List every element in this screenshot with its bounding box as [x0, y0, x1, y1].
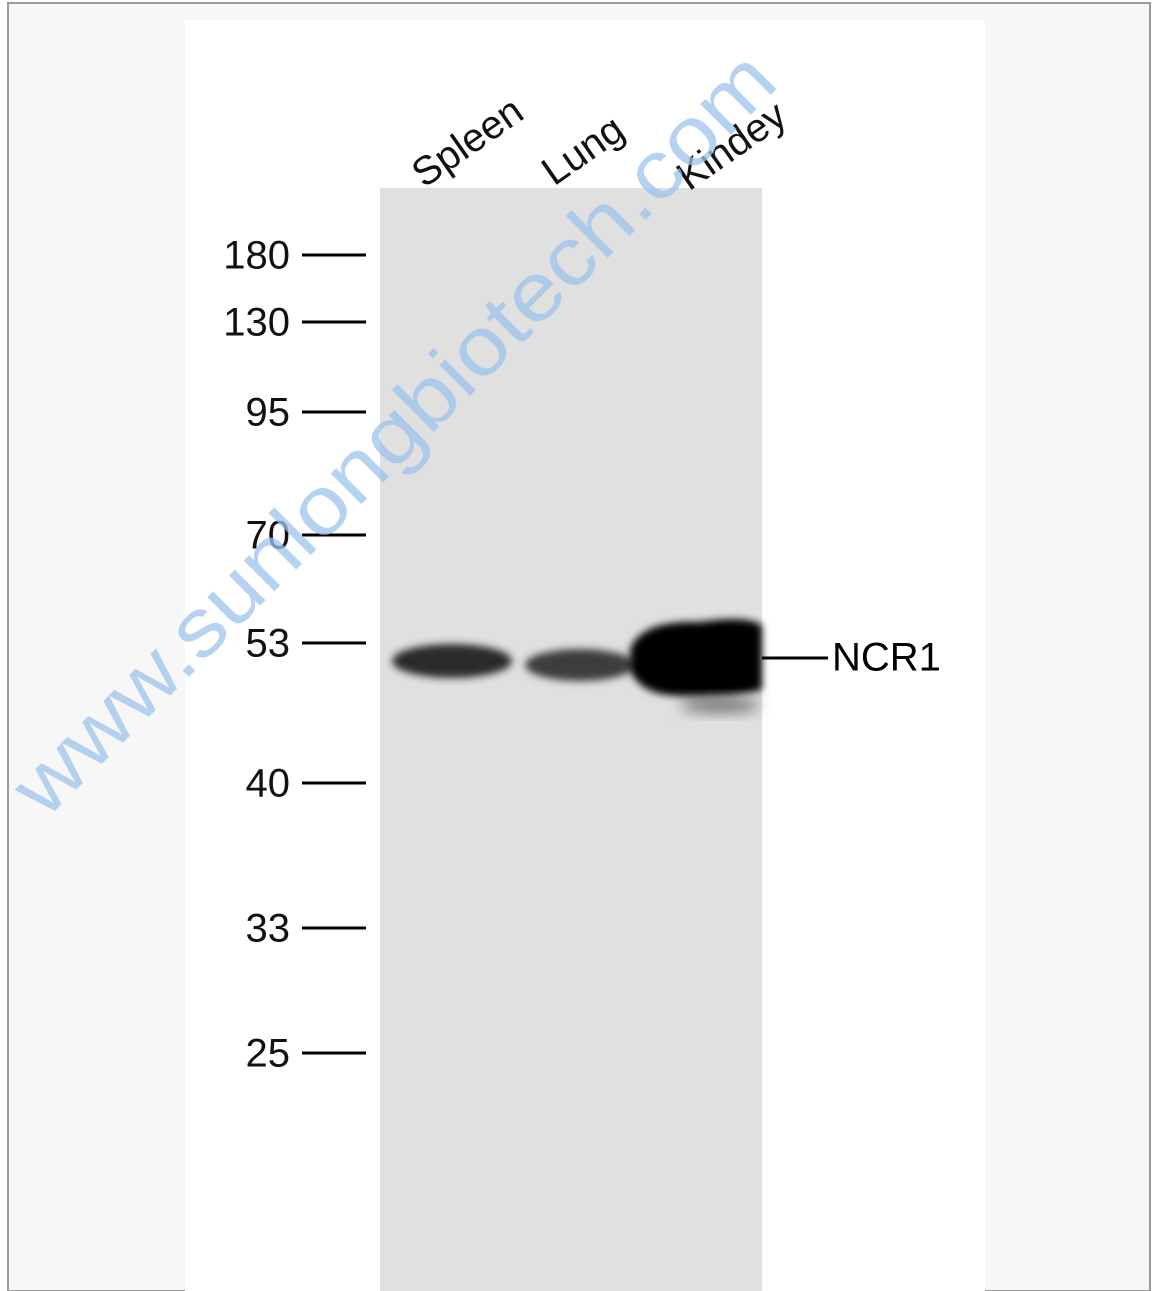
marker-label: 130: [223, 301, 290, 345]
figure: 180130957053403325 SpleenLungKindey NCR1…: [0, 0, 1157, 1291]
marker-label: 33: [246, 907, 291, 951]
band-lung: [525, 649, 635, 681]
band-kidney: [630, 619, 762, 697]
band-label: NCR1: [832, 636, 941, 680]
band-spleen: [392, 644, 512, 678]
marker-label: 180: [223, 234, 290, 278]
band-kidney-smear: [680, 697, 760, 713]
marker-label: 40: [246, 762, 291, 806]
marker-label: 25: [246, 1032, 291, 1076]
marker-label: 95: [246, 391, 291, 435]
